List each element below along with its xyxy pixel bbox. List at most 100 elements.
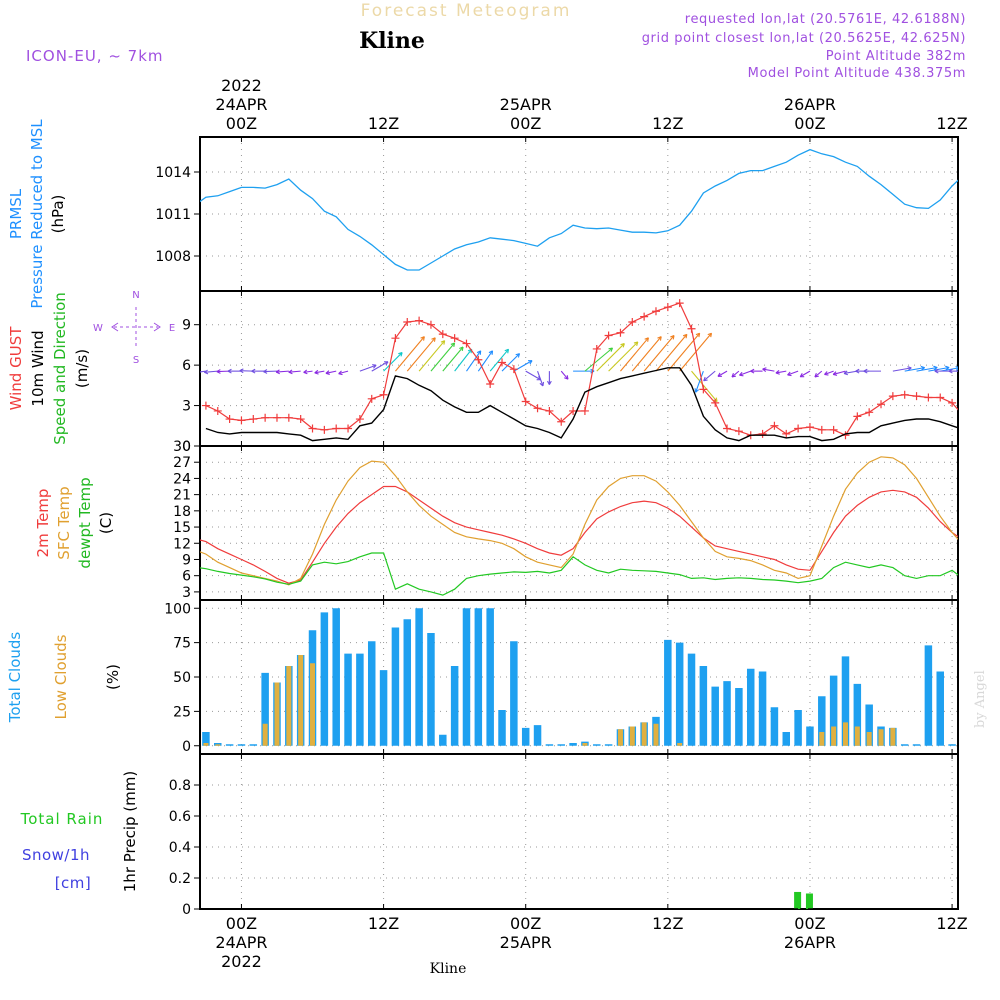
wind-arrow-head [907,366,912,369]
gust-marker [249,415,258,424]
wind-arrow-head [507,349,510,354]
gust-marker [675,299,684,308]
wind-arrow-head [824,371,828,375]
gust-marker [604,331,613,340]
wind-arrow-head [325,372,330,375]
low-cloud-bar [286,666,292,746]
wind-arrow [739,370,751,376]
gust-marker [592,344,601,353]
total-cloud-bar [675,642,684,746]
wind-arrow-head [710,333,713,338]
total-cloud-bar [225,744,234,746]
total-cloud-bar [439,734,447,746]
rain-label: Total Rain [20,810,104,828]
wind-arrow [325,370,337,374]
total-cloud-bar [782,732,791,746]
wind-arrow-head [824,373,829,376]
wind-arrow [383,352,403,372]
wind-arrow [359,364,377,372]
wind-arrow-head [204,369,208,373]
gust-marker [213,406,222,415]
y-axis-labels: (%) [104,664,122,690]
wind-arrow-head [303,371,308,375]
wind-arrow-head [398,352,403,355]
low-cloud-bar [831,726,837,746]
gust-marker [628,318,637,326]
pressure-line [200,148,958,271]
wind-arrow-head [703,379,708,382]
y-axis-label: PRMSL [7,188,25,239]
wind-arrow-head [731,375,737,378]
wind-arrow-head [303,369,308,373]
low-cloud-bar [842,722,848,746]
y-axis-label: dewpt Temp [76,477,94,568]
low-cloud-bar [854,726,860,746]
gust-marker [486,380,495,388]
wind-arrow-head [750,368,755,372]
wind-series [200,299,988,442]
wind-arrow-head [461,346,464,352]
y-tick-label: 3 [182,585,191,601]
compass-s: S [133,355,139,366]
wind-arrow [477,350,493,372]
wind-arrow-head [945,365,950,369]
time-label-bottom: 00Z [794,914,825,933]
gust-marker [344,424,353,433]
y-axis-labels: Total Clouds [6,632,24,724]
wind-arrow-head [431,337,436,340]
wind-arrow [892,367,912,372]
wind-panel-frame: 0 3 6 9 [182,290,959,455]
wind-arrow-head [959,370,962,372]
wind-arrow-head [372,364,377,366]
wind-arrow-head [633,341,638,344]
temperature-series [200,456,958,596]
time-label-top: 2022 [221,76,262,95]
time-label-top: 12Z [652,114,683,133]
compass-rose: N W E S [93,290,175,366]
gust-marker [403,318,412,326]
total-cloud-bar [806,726,814,746]
y-axis-labels: 2m Temp SFC Temp dewpt Temp (C) [34,477,115,568]
total-cloud-bar [829,675,838,746]
gust-marker [936,393,945,402]
total-cloud-bar [699,666,708,746]
dewpt-temp-line [200,552,958,596]
y-tick-label: 75 [173,636,191,652]
y-axis-labels: 1hr Precip (mm) [121,771,139,892]
gust-line [205,302,958,436]
wind-arrow [489,348,509,372]
model-altitude: Model Point Altitude 438.375m [748,66,966,81]
gust-marker [865,408,874,417]
total-cloud-bar [379,670,388,746]
y-axis-label: Pressure Reduced to MSL [28,119,46,309]
gust-marker [972,408,980,416]
gust-marker [770,421,779,430]
total-cloud-bar [356,653,364,746]
snow-unit-label: [cm] [55,874,92,892]
wind-arrow-head [934,370,939,374]
wind-arrow-head [775,370,780,374]
low-cloud-bar [617,729,623,746]
gust-marker [391,334,400,343]
y-tick-label: 24 [173,471,191,487]
wind-arrow [560,370,569,380]
total-cloud-bar [794,710,802,746]
wind-arrow [501,353,520,372]
wind-arrow-head [517,353,521,358]
total-cloud-bar [261,672,269,746]
gust-marker [225,415,234,424]
model-label: ICON-EU, ~ 7km [26,47,164,65]
wind-arrow-head [934,368,939,372]
wind-arrow [973,371,988,372]
wind-arrow-head [670,334,675,338]
low-cloud-bar [878,729,884,746]
wind-arrow-head [636,341,639,346]
time-label-bottom: 24APR [215,933,267,952]
wind-arrow-head [450,342,455,345]
precip-panel-frame: 0 0.2 0.4 0.6 0.8 [169,753,959,918]
gust-marker [616,328,625,337]
wind-arrow-head [608,347,613,350]
gust-marker [355,415,364,424]
